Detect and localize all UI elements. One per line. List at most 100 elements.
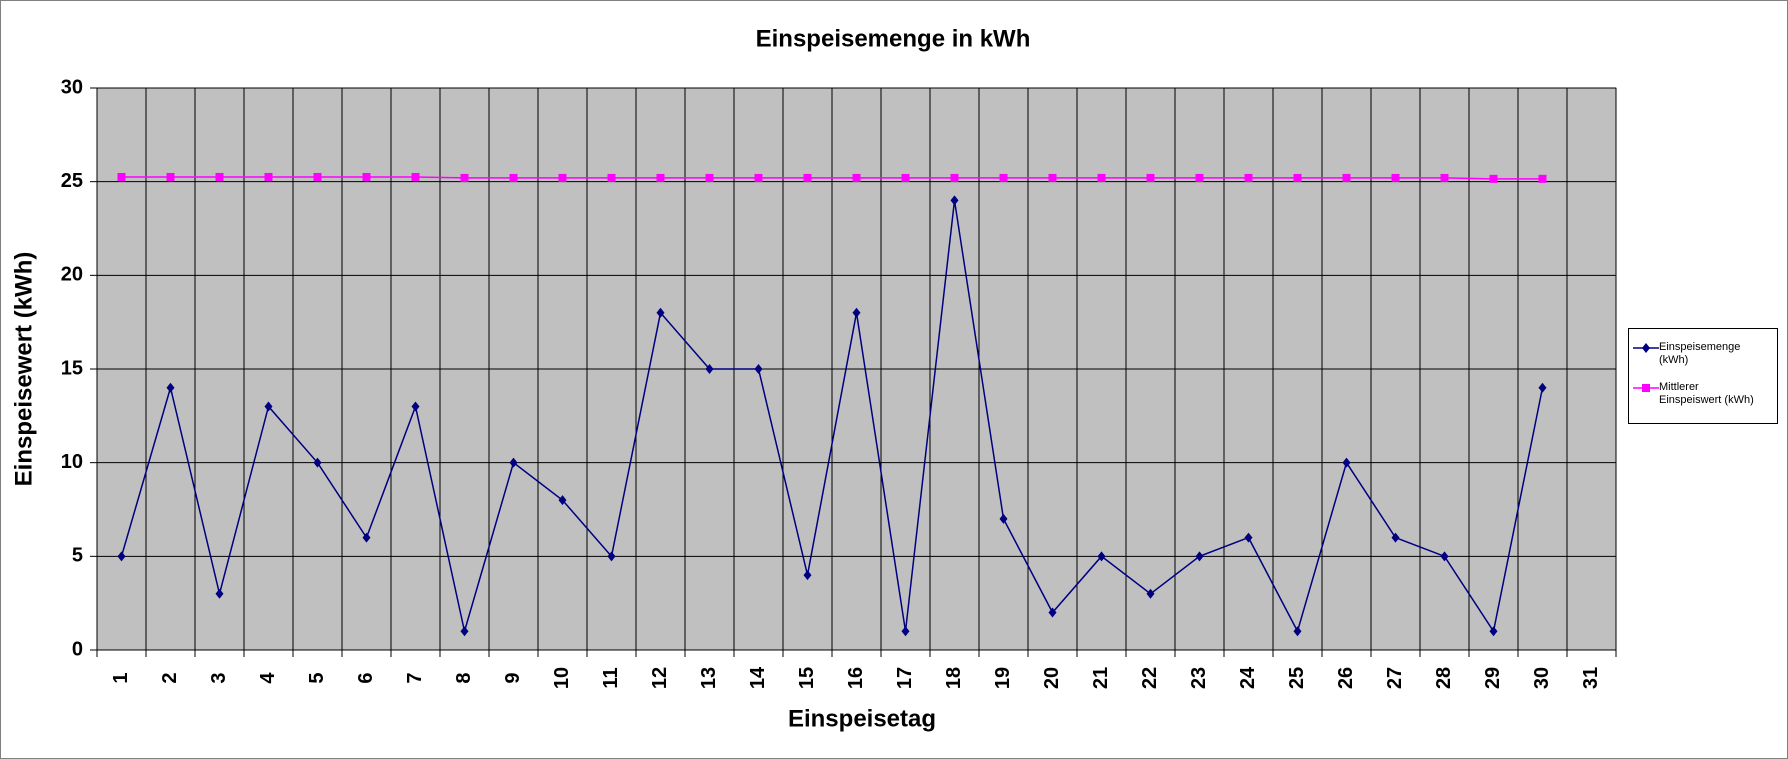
marker xyxy=(1195,551,1204,562)
marker xyxy=(1146,173,1155,182)
marker xyxy=(1391,173,1400,182)
x-tick-label: 13 xyxy=(698,667,720,689)
y-tick-label: 20 xyxy=(61,264,83,286)
marker xyxy=(411,401,420,412)
x-tick-label: 31 xyxy=(1580,667,1602,689)
marker xyxy=(1642,343,1650,353)
marker xyxy=(852,307,861,318)
x-tick-label: 23 xyxy=(1188,667,1210,689)
x-tick-label: 20 xyxy=(1041,667,1063,689)
y-tick-label: 25 xyxy=(61,170,83,192)
marker xyxy=(313,457,322,468)
x-axis-title: Einspeisetag xyxy=(788,705,936,732)
marker xyxy=(166,172,175,181)
line-series xyxy=(121,176,1543,180)
marker xyxy=(607,551,616,562)
x-tick-label: 21 xyxy=(1090,667,1112,689)
x-tick-label: 5 xyxy=(306,672,328,683)
marker xyxy=(558,173,567,182)
marker xyxy=(509,173,518,182)
x-tick-label: 24 xyxy=(1237,666,1259,689)
legend-label: Mittlerer Einspeiswert (kWh) xyxy=(1659,381,1754,406)
marker xyxy=(901,173,910,182)
marker xyxy=(1489,174,1498,183)
marker xyxy=(754,173,763,182)
marker xyxy=(1293,626,1302,637)
marker xyxy=(264,401,273,412)
chart-title: Einspeisemenge in kWh xyxy=(756,25,1031,52)
x-tick-label: 1 xyxy=(110,672,132,683)
marker xyxy=(1146,588,1155,599)
marker xyxy=(362,532,371,543)
y-tick-label: 30 xyxy=(61,76,83,98)
marker xyxy=(215,588,224,599)
legend-item: Einspeisemenge (kWh) xyxy=(1633,341,1777,367)
legend-swatch xyxy=(1633,384,1659,392)
marker xyxy=(460,173,469,182)
marker xyxy=(999,513,1008,524)
x-tick-label: 18 xyxy=(943,667,965,689)
marker xyxy=(313,172,322,181)
x-tick-label: 4 xyxy=(257,672,279,684)
marker xyxy=(1342,457,1351,468)
marker xyxy=(362,172,371,181)
marker xyxy=(1048,173,1057,182)
x-tick-label: 19 xyxy=(992,667,1014,689)
marker xyxy=(1642,384,1650,392)
marker xyxy=(1244,532,1253,543)
x-tick-label: 6 xyxy=(355,672,377,683)
x-tick-label: 8 xyxy=(453,672,475,683)
marker xyxy=(1097,551,1106,562)
marker xyxy=(1440,551,1449,562)
marker xyxy=(264,172,273,181)
x-tick-label: 25 xyxy=(1286,667,1308,689)
marker xyxy=(1048,607,1057,618)
line-series xyxy=(120,200,1544,634)
legend-label: Einspeisemenge (kWh) xyxy=(1659,341,1741,366)
y-tick-label: 5 xyxy=(72,545,83,567)
x-tick-label: 17 xyxy=(894,667,916,689)
marker xyxy=(1440,173,1449,182)
marker xyxy=(215,172,224,181)
x-tick-label: 15 xyxy=(796,667,818,689)
legend-item: Mittlerer Einspeiswert (kWh) xyxy=(1633,381,1777,407)
marker xyxy=(558,495,567,506)
marker xyxy=(656,173,665,182)
marker xyxy=(950,173,959,182)
x-tick-label: 26 xyxy=(1335,667,1357,689)
marker xyxy=(803,173,812,182)
marker xyxy=(117,551,126,562)
x-tick-label: 27 xyxy=(1384,667,1406,689)
marker xyxy=(950,195,959,206)
marker xyxy=(1244,173,1253,182)
x-tick-label: 30 xyxy=(1531,667,1553,689)
marker xyxy=(705,173,714,182)
marker xyxy=(1293,173,1302,182)
marker xyxy=(1342,173,1351,182)
marker xyxy=(1489,626,1498,637)
marker xyxy=(166,382,175,393)
y-tick-label: 10 xyxy=(61,451,83,473)
legend: Einspeisemenge (kWh) Mittlerer Einspeiswe… xyxy=(1628,328,1778,424)
x-tick-label: 10 xyxy=(551,667,573,689)
marker xyxy=(1538,382,1547,393)
marker xyxy=(607,173,616,182)
y-tick-label: 0 xyxy=(72,638,83,660)
x-tick-label: 22 xyxy=(1139,667,1161,689)
marker xyxy=(460,626,469,637)
marker xyxy=(803,570,812,581)
marker xyxy=(1391,532,1400,543)
marker xyxy=(1195,173,1204,182)
y-axis-title: Einspeisewert (kWh) xyxy=(10,252,37,487)
x-tick-label: 28 xyxy=(1433,667,1455,689)
x-tick-label: 9 xyxy=(502,672,524,683)
marker xyxy=(901,626,910,637)
x-tick-label: 3 xyxy=(208,672,230,683)
y-tick-label: 15 xyxy=(61,357,83,379)
marker xyxy=(852,173,861,182)
marker xyxy=(754,364,763,374)
marker xyxy=(1097,173,1106,182)
x-tick-label: 16 xyxy=(845,667,867,689)
x-tick-label: 14 xyxy=(747,666,769,689)
